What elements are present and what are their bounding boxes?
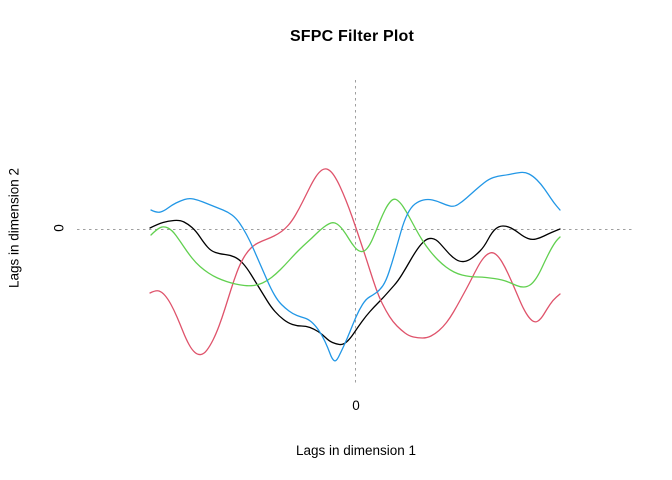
series-line-filter-1-black [149,219,561,346]
series-line-filter-4-blue [150,171,561,362]
x-axis-tick-zero: 0 [352,398,360,413]
series-line-filter-3-green [150,198,561,288]
plot-title: SFPC Filter Plot [289,28,415,45]
series-line-filter-2-red [149,168,561,356]
x-axis-label: Lags in dimension 1 [295,443,417,458]
